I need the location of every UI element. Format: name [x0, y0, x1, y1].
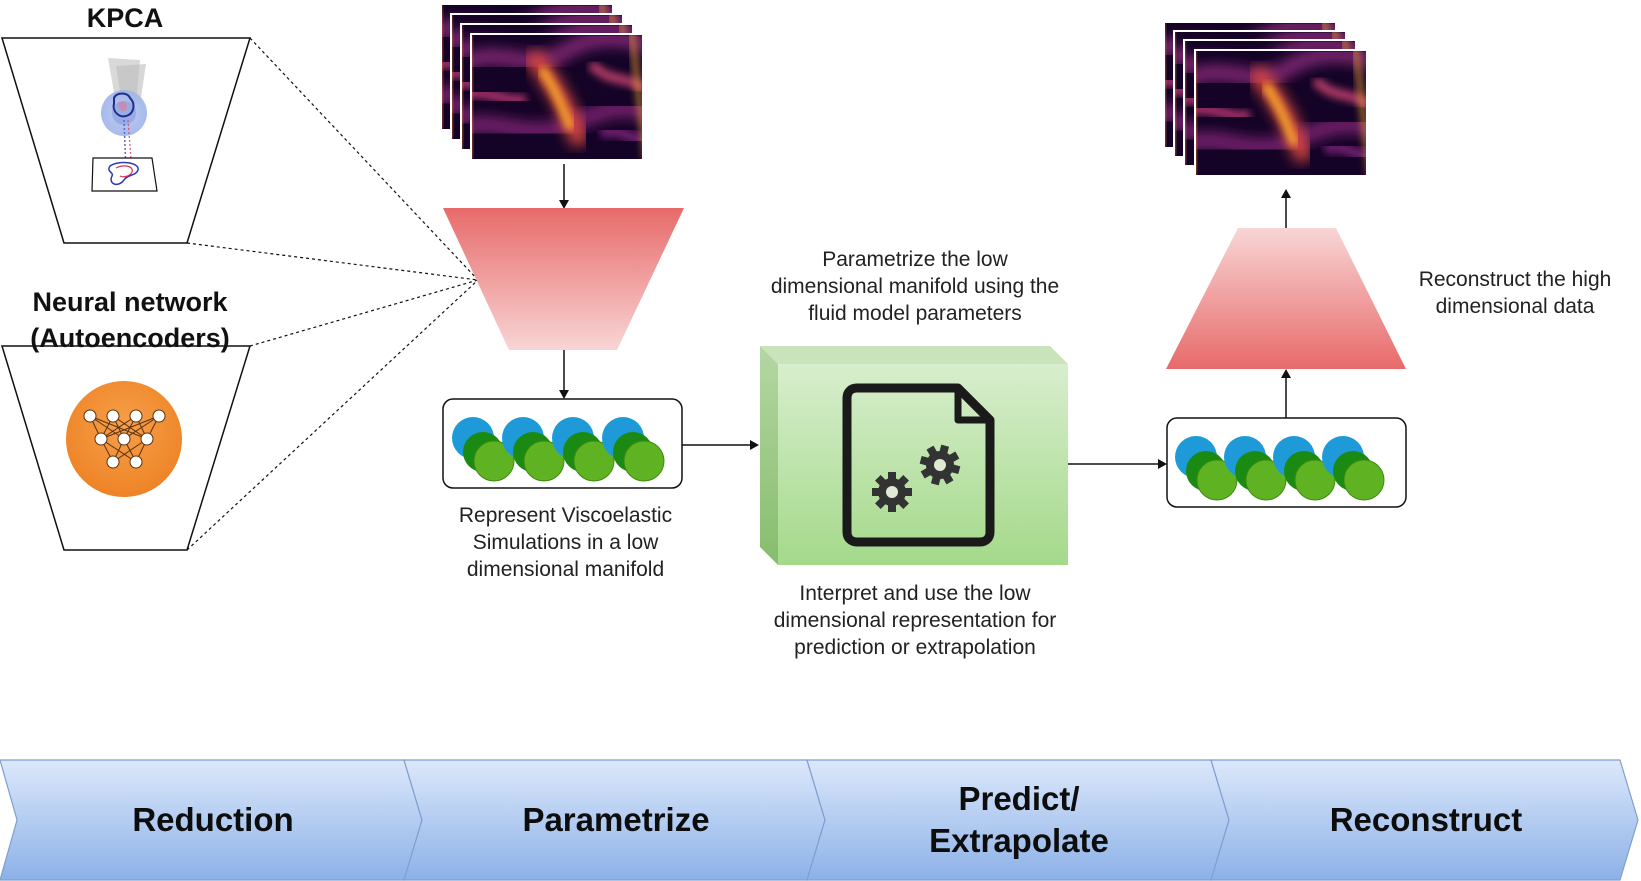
output-simulation-stack: [1154, 17, 1385, 176]
method-connector-lines: [186, 37, 479, 551]
stage-predict-label-line2: Extrapolate: [929, 822, 1109, 859]
encoder-trapezoid: [443, 208, 684, 350]
flow-arrows: [559, 164, 1291, 469]
stage-reconstruct: Reconstruct: [1226, 760, 1626, 880]
reconstruct-caption: Reconstruct the high dimensional data: [1395, 266, 1635, 320]
represent-caption: Represent Viscoelastic Simulations in a …: [413, 502, 718, 583]
neural-network-title-line2: (Autoencoders): [30, 323, 230, 353]
kpca-projection-icon: [91, 58, 158, 192]
input-simulation-stack: [431, 0, 661, 160]
kpca-title: KPCA: [40, 0, 210, 36]
stage-reduction-label: Reduction: [132, 801, 294, 838]
interpret-caption: Interpret and use the low dimensional re…: [740, 580, 1090, 661]
parametrize-caption-line1: Parametrize the low: [822, 248, 1008, 271]
stage-parametrize: Parametrize: [420, 760, 812, 880]
stage-predict-label-line1: Predict/: [958, 780, 1080, 817]
fluid-model-box: [760, 346, 1068, 565]
stage-predict-extrapolate: Predict/ Extrapolate: [823, 760, 1215, 880]
interpret-caption-line3: prediction or extrapolation: [794, 636, 1036, 659]
decoder-trapezoid: [1166, 228, 1406, 369]
gear-document-icon: [842, 383, 995, 547]
interpret-caption-line1: Interpret and use the low: [799, 582, 1031, 605]
neural-network-title: Neural network (Autoencoders): [0, 284, 260, 356]
kpca-title-text: KPCA: [86, 3, 164, 33]
parametrize-caption-line3: fluid model parameters: [808, 302, 1022, 325]
represent-caption-line1: Represent Viscoelastic: [458, 504, 673, 527]
latent-code-box-right: [1166, 417, 1407, 508]
stage-reduction: Reduction: [17, 760, 409, 880]
represent-caption-line3: dimensional manifold: [466, 558, 665, 581]
represent-caption-line2: Simulations in a low: [472, 531, 659, 554]
parametrize-caption: Parametrize the low dimensional manifold…: [740, 246, 1090, 327]
reconstruct-caption-line2: dimensional data: [1435, 295, 1595, 318]
stage-parametrize-label: Parametrize: [522, 801, 710, 838]
neural-network-title-line1: Neural network: [32, 287, 228, 317]
parametrize-caption-line2: dimensional manifold using the: [770, 275, 1060, 298]
interpret-caption-line2: dimensional representation for: [773, 609, 1057, 632]
stage-reconstruct-label: Reconstruct: [1329, 801, 1523, 838]
neural-network-icon: [66, 381, 182, 497]
process-stage-arrows: [0, 759, 1639, 881]
reconstruct-caption-line1: Reconstruct the high: [1418, 268, 1612, 291]
latent-code-box-left: [442, 398, 683, 489]
